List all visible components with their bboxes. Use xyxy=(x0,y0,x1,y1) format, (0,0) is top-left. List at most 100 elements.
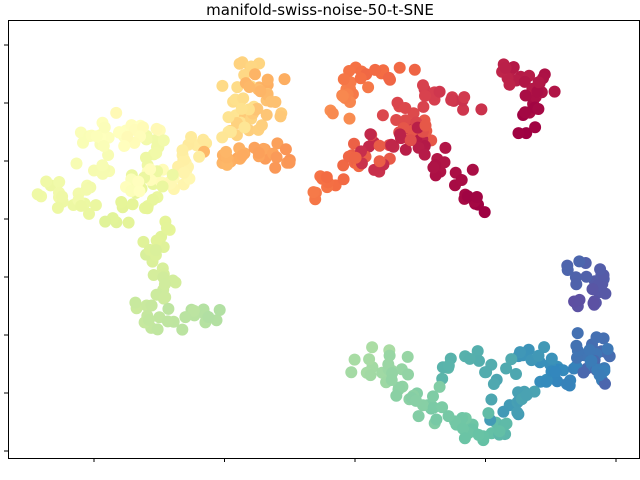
scatter-point xyxy=(433,380,446,393)
scatter-point xyxy=(40,175,53,188)
scatter-point xyxy=(463,352,476,365)
scatter-point xyxy=(261,73,274,86)
scatter-point xyxy=(141,202,154,215)
scatter-point xyxy=(337,73,350,86)
scatter-point xyxy=(362,81,375,94)
scatter-point xyxy=(364,369,377,382)
scatter-point xyxy=(320,171,333,184)
scatter-point xyxy=(472,428,485,441)
scatter-point xyxy=(126,198,139,211)
scatter-point xyxy=(336,90,349,103)
scatter-point xyxy=(90,130,103,143)
scatter-point xyxy=(438,156,451,169)
scatter-point xyxy=(457,422,469,435)
scatter-point xyxy=(540,375,553,388)
scatter-point xyxy=(51,201,64,214)
scatter-point xyxy=(461,190,474,203)
scatter-point xyxy=(80,183,93,196)
scatter-point xyxy=(445,94,458,106)
scatter-point xyxy=(150,147,163,159)
scatter-point xyxy=(77,136,89,149)
scatter-point xyxy=(270,151,283,164)
scatter-point xyxy=(224,126,237,138)
scatter-point xyxy=(442,359,455,372)
scatter-point xyxy=(433,85,446,98)
scatter-point xyxy=(102,149,115,161)
scatter-point xyxy=(402,368,414,381)
scatter-point xyxy=(485,393,498,406)
scatter-point xyxy=(404,134,417,147)
scatter-point xyxy=(480,366,493,379)
scatter-point xyxy=(159,291,172,304)
scatter-point xyxy=(545,352,558,365)
scatter-point xyxy=(385,374,398,386)
scatter-point xyxy=(252,146,265,159)
scatter-point xyxy=(493,425,506,438)
scatter-point xyxy=(146,193,159,206)
scatter-point xyxy=(233,57,246,70)
scatter-point xyxy=(455,174,468,186)
scatter-point xyxy=(216,79,229,92)
scatter-point xyxy=(220,145,232,158)
scatter-point xyxy=(366,341,379,354)
scatter-point xyxy=(419,119,432,132)
scatter-point xyxy=(512,127,525,140)
scatter-point xyxy=(96,159,109,172)
scatter-point xyxy=(326,107,339,120)
scatter-point xyxy=(383,71,395,84)
scatter-point xyxy=(122,216,135,229)
scatter-point xyxy=(307,186,320,199)
scatter-point xyxy=(213,304,226,316)
scatter-point xyxy=(458,432,471,445)
scatter-point xyxy=(283,156,296,169)
scatter-point xyxy=(430,413,443,426)
scatter-point xyxy=(412,410,425,423)
scatter-point xyxy=(442,410,455,423)
scatter-point xyxy=(89,199,102,212)
scatter-point xyxy=(278,73,291,86)
scatter-point xyxy=(427,390,439,403)
scatter-point xyxy=(363,353,376,366)
scatter-point xyxy=(548,85,561,98)
scatter-point xyxy=(478,206,491,219)
scatter-point xyxy=(514,346,526,359)
scatter-point xyxy=(399,102,412,114)
scatter-point xyxy=(487,378,500,390)
scatter-point xyxy=(137,121,149,134)
scatter-point xyxy=(83,207,95,220)
scatter-point xyxy=(177,166,190,179)
scatter-point xyxy=(519,106,531,119)
scatter-point xyxy=(255,119,268,132)
scatter-point xyxy=(500,362,513,375)
scatter-point xyxy=(96,167,109,180)
scatter-point xyxy=(500,417,513,430)
scatter-point xyxy=(401,350,414,363)
scatter-point xyxy=(162,302,175,315)
scatter-point xyxy=(427,161,440,174)
scatter-point xyxy=(393,61,406,74)
scatter-point xyxy=(520,389,533,401)
scatter-point xyxy=(349,151,362,164)
scatter-point xyxy=(570,339,583,352)
scatter-point xyxy=(53,176,66,188)
scatter-point xyxy=(142,313,155,326)
scatter-point xyxy=(166,168,179,181)
scatter-point xyxy=(236,149,249,162)
scatter-point xyxy=(279,143,292,156)
scatter-point xyxy=(158,278,171,291)
axis-ticks xyxy=(4,44,617,462)
scatter-point xyxy=(577,366,590,379)
scatter-point xyxy=(254,85,267,98)
scatter-point xyxy=(549,365,562,378)
scatter-point xyxy=(560,378,573,390)
scatter-point xyxy=(216,131,229,144)
data-points xyxy=(31,56,616,447)
scatter-point xyxy=(419,89,431,102)
scatter-point xyxy=(390,389,403,402)
scatter-point xyxy=(571,327,584,340)
scatter-point xyxy=(235,102,248,115)
scatter-point xyxy=(337,159,350,172)
scatter-point xyxy=(97,140,110,152)
scatter-point xyxy=(373,139,386,152)
